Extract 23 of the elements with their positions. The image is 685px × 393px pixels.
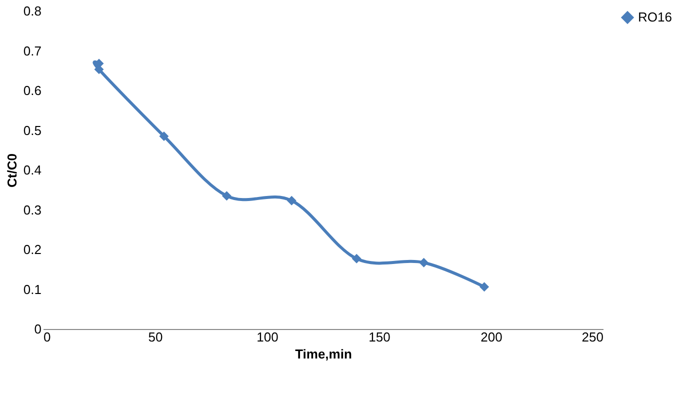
point [419,258,429,268]
x-tick-label: 50 [148,330,163,344]
point [222,191,232,201]
x-tick-label: 100 [256,330,278,344]
x-tick-label: 150 [368,330,390,344]
point [286,196,296,206]
legend-label: RO16 [638,10,672,24]
point [480,282,490,292]
x-tick-label: 200 [480,330,502,344]
x-tick-label: 250 [582,330,604,344]
y-tick-label: 0.3 [23,202,42,218]
y-tick-label: 0.2 [23,242,42,257]
y-tick-label: 0.6 [23,83,42,98]
y-tick-label: 0.5 [23,122,42,138]
x-tick-label: 0 [44,330,51,344]
y-tick-label: 0.8 [23,4,42,18]
x-axis-title: Time,min [295,346,352,362]
point [159,131,169,141]
y-axis-title: Ct/C0 [4,154,20,188]
point [352,254,362,264]
y-tick-label: 0.7 [23,43,42,58]
y-tick-label: 0.1 [23,282,42,297]
y-tick-label: 0.4 [23,162,42,178]
